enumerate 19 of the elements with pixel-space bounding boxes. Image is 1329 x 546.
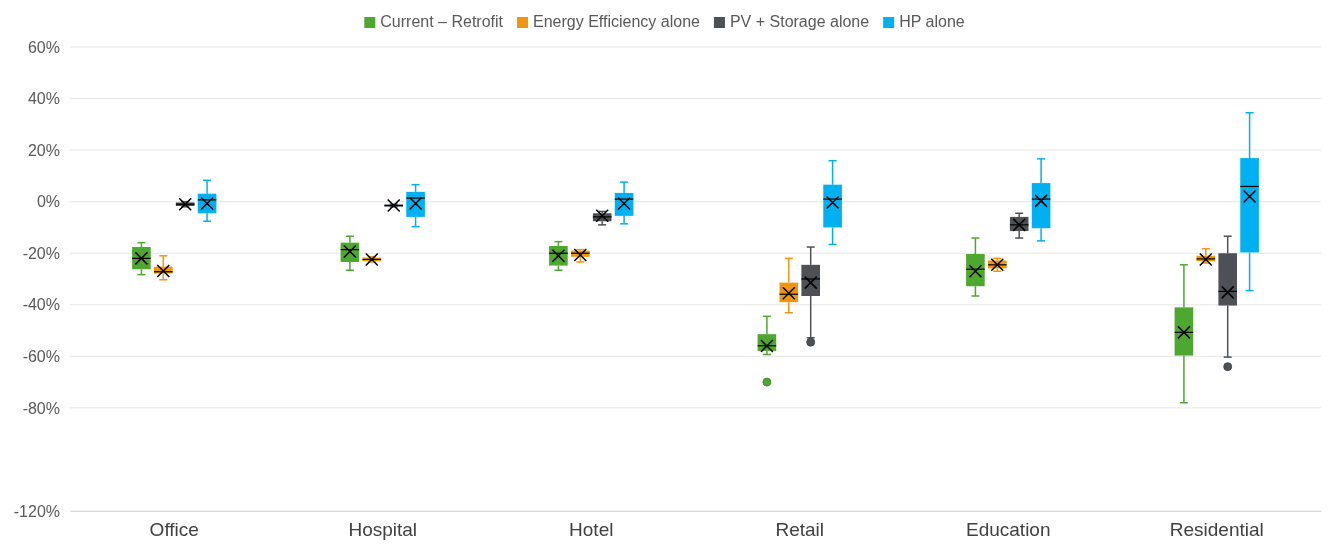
y-tick-label: 0%: [36, 193, 60, 211]
y-tick-label: -120%: [13, 502, 60, 520]
legend-label: HP alone: [899, 13, 965, 30]
y-tick-label: 20%: [27, 141, 60, 159]
y-tick-label: -40%: [22, 296, 60, 314]
legend-label: Energy Efficiency alone: [533, 13, 701, 30]
x-tick-label: Residential: [1169, 519, 1264, 541]
x-tick-label: Hotel: [569, 519, 614, 541]
x-tick-label: Retail: [775, 519, 825, 541]
legend-label: Current – Retrofit: [380, 13, 504, 30]
x-tick-label: Office: [149, 519, 199, 541]
x-tick-label: Hospital: [348, 519, 418, 541]
legend-label: PV + Storage alone: [729, 13, 870, 30]
y-tick-label: 40%: [27, 90, 60, 108]
y-tick-label: -60%: [22, 347, 60, 365]
y-tick-label: -20%: [22, 244, 60, 262]
y-tick-label: -80%: [22, 399, 60, 417]
y-tick-label: 60%: [27, 38, 60, 56]
x-tick-label: Education: [965, 519, 1051, 541]
